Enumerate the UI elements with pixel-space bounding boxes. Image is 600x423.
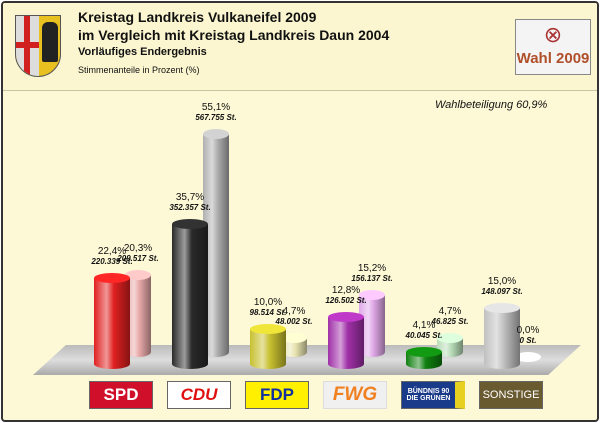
logo-cdu: CDU [167, 381, 231, 409]
votes-label: 126.502 St. [325, 296, 367, 306]
bar-2009-1 [172, 219, 208, 369]
bar-2004-3-label: 15,2% 156.137 St. [337, 263, 407, 283]
bar-2004-4 [437, 332, 463, 357]
votes-label: 98.514 St. [249, 307, 287, 317]
bar-2009-2 [250, 323, 286, 369]
percent-label: 10,0% [253, 296, 283, 308]
turnout-label: Wahlbeteiligung 60,9% [435, 99, 548, 111]
percent-label: 4,7% [282, 305, 306, 317]
bar-2009-2-label: 10,0% 98.514 St. [233, 297, 303, 317]
logo-fwg: FWG [323, 381, 387, 409]
bar-2009-4 [406, 347, 442, 369]
bar-2009-0 [94, 273, 130, 369]
logo-gruene: BÜNDNIS 90 DIE GRÜNEN [401, 381, 465, 409]
logo-spd: SPD [89, 381, 153, 409]
votes-label: 0 St. [519, 336, 537, 345]
percent-label: 20,3% [123, 242, 153, 254]
votes-label: 209.517 St. [117, 253, 159, 263]
percent-label: 22,4% [97, 246, 127, 258]
title-line-2: im Vergleich mit Kreistag Landkreis Daun… [78, 27, 390, 43]
bar-2009-0-label: 22,4% 220.339 St. [77, 246, 147, 266]
percent-label: 35,7% [175, 192, 205, 204]
votes-label: 352.357 St. [169, 203, 211, 213]
wahl-2009-logo: ⊗ Wahl 2009 [515, 19, 591, 75]
bar-2004-0-label: 20,3% 209.517 St. [103, 243, 173, 263]
axis-note: Stimmenanteile in Prozent (%) [78, 65, 200, 75]
percent-label: 12,8% [331, 285, 361, 297]
bar-2004-5-label: 0,0% 0 St. [493, 325, 563, 345]
bar-2009-5 [484, 303, 520, 369]
percent-label: 4,7% [438, 305, 462, 317]
bar-2004-4-label: 4,7% 46.825 St. [415, 306, 485, 326]
subtitle: Vorläufiges Endergebnis [78, 46, 207, 58]
votes-label: 40.045 St. [405, 331, 443, 341]
bar-2009-4-label: 4,1% 40.045 St. [389, 320, 459, 340]
percent-label: 15,2% [357, 263, 387, 275]
badge-text: Wahl 2009 [516, 50, 590, 67]
bar-2004-2 [281, 332, 307, 357]
votes-label: 567.755 St. [195, 112, 237, 122]
percent-label: 0,0% [516, 325, 540, 336]
bar-2009-5-label: 15,0% 148.097 St. [467, 276, 537, 296]
header: Kreistag Landkreis Vulkaneifel 2009 im V… [3, 3, 597, 91]
bar-2009-1-label: 35,7% 352.357 St. [155, 192, 225, 212]
votes-label: 46.825 St. [431, 316, 469, 326]
votes-label: 48.002 St. [275, 316, 313, 326]
votes-label: 220.339 St. [91, 257, 133, 267]
logo-sonstige: SONSTIGE [479, 381, 543, 409]
bar-2009-3 [328, 312, 364, 369]
percent-label: 4,1% [412, 320, 436, 332]
logo-fdp: FDP [245, 381, 309, 409]
ballot-cross-icon: ⊗ [543, 22, 563, 47]
votes-label: 156.137 St. [351, 274, 393, 284]
percent-label: 15,0% [487, 276, 517, 288]
votes-label: 148.097 St. [481, 287, 523, 297]
bar-2004-1-label: 55,1% 567.755 St. [181, 102, 251, 122]
title: Kreistag Landkreis Vulkaneifel 2009 [78, 9, 317, 25]
bar-2009-3-label: 12,8% 126.502 St. [311, 285, 381, 305]
bar-2004-2-label: 4,7% 48.002 St. [259, 306, 329, 326]
percent-label: 55,1% [201, 101, 231, 113]
coat-of-arms-logo [15, 15, 61, 77]
